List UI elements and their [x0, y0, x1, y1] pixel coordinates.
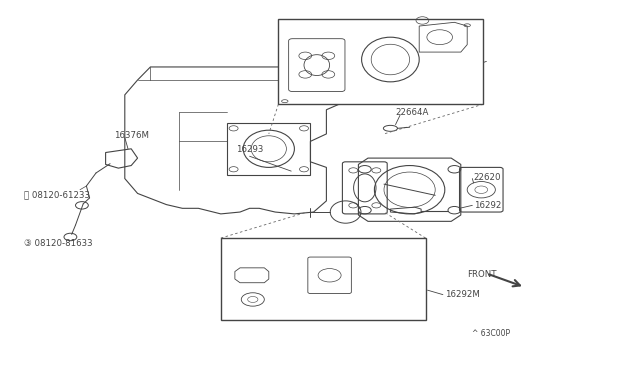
Text: 16290M: 16290M [328, 300, 363, 309]
Text: Ⓑ 08120-61233: Ⓑ 08120-61233 [24, 190, 90, 199]
Text: 16395: 16395 [296, 248, 323, 257]
FancyBboxPatch shape [278, 19, 483, 104]
FancyBboxPatch shape [221, 238, 426, 320]
Text: 16292M: 16292M [445, 290, 479, 299]
Text: ^ 63C00P: ^ 63C00P [472, 329, 510, 338]
Text: 16376M: 16376M [114, 131, 149, 140]
Text: 22620: 22620 [474, 173, 501, 182]
Text: 16293: 16293 [236, 145, 263, 154]
Text: 16292: 16292 [474, 201, 501, 210]
Text: 16290: 16290 [340, 285, 368, 294]
Text: 22664A: 22664A [396, 108, 429, 117]
Text: SEE SEC.148: SEE SEC.148 [411, 84, 467, 93]
Text: ③ 08120-81633: ③ 08120-81633 [24, 239, 93, 248]
Text: FRONT: FRONT [467, 270, 497, 279]
Text: 16298: 16298 [232, 282, 259, 291]
